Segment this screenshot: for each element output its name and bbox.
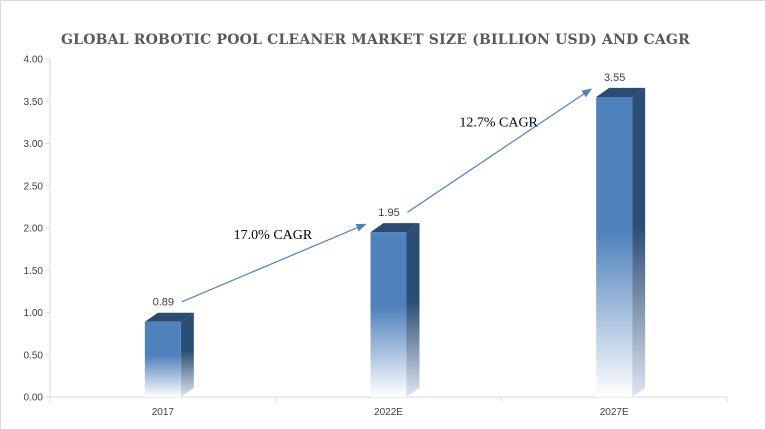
y-tick-label: 3.00 bbox=[24, 139, 44, 150]
y-tick-label: 2.50 bbox=[24, 181, 44, 192]
y-tick-label: 4.00 bbox=[24, 55, 44, 66]
bar-2027e bbox=[596, 87, 646, 398]
data-label: 1.95 bbox=[378, 207, 399, 219]
cagr-arrow bbox=[407, 88, 592, 213]
data-label: 0.89 bbox=[153, 297, 174, 309]
cagr-arrow bbox=[181, 223, 367, 303]
y-tick-label: 0.00 bbox=[24, 393, 44, 404]
x-tick-label: 2027E bbox=[600, 407, 629, 418]
cagr-label: 17.0% CAGR bbox=[234, 228, 313, 243]
x-tick-label: 2022E bbox=[374, 407, 403, 418]
bars-layer bbox=[144, 87, 646, 398]
cagr-label: 12.7% CAGR bbox=[459, 116, 538, 131]
bar-front-face bbox=[596, 97, 633, 398]
arrows-layer bbox=[181, 88, 592, 303]
y-tick-label: 0.50 bbox=[24, 350, 44, 361]
y-tick-label: 2.00 bbox=[24, 224, 44, 235]
bar-top-face bbox=[596, 87, 646, 98]
x-tick-label: 2017 bbox=[152, 407, 175, 418]
chart-title: GLOBAL ROBOTIC POOL CLEANER MARKET SIZE … bbox=[61, 32, 690, 48]
bar-2022e bbox=[370, 223, 420, 397]
bar-side-face bbox=[406, 223, 420, 397]
bar-side-face bbox=[180, 312, 194, 397]
y-tick-label: 1.50 bbox=[24, 266, 44, 277]
data-label: 3.55 bbox=[604, 72, 625, 84]
bar-2017 bbox=[144, 312, 194, 397]
y-tick-label: 3.50 bbox=[24, 97, 44, 108]
bar-top-face bbox=[144, 312, 194, 322]
bar-side-face bbox=[632, 87, 646, 398]
labels-layer: 0.89 1.95 3.55 17.0% CAGR 12.7% CAGR bbox=[153, 72, 626, 309]
y-tick-label: 1.00 bbox=[24, 308, 44, 319]
bar-front-face bbox=[370, 232, 407, 397]
bar-front-face bbox=[144, 321, 181, 397]
bar-top-face bbox=[370, 223, 420, 233]
